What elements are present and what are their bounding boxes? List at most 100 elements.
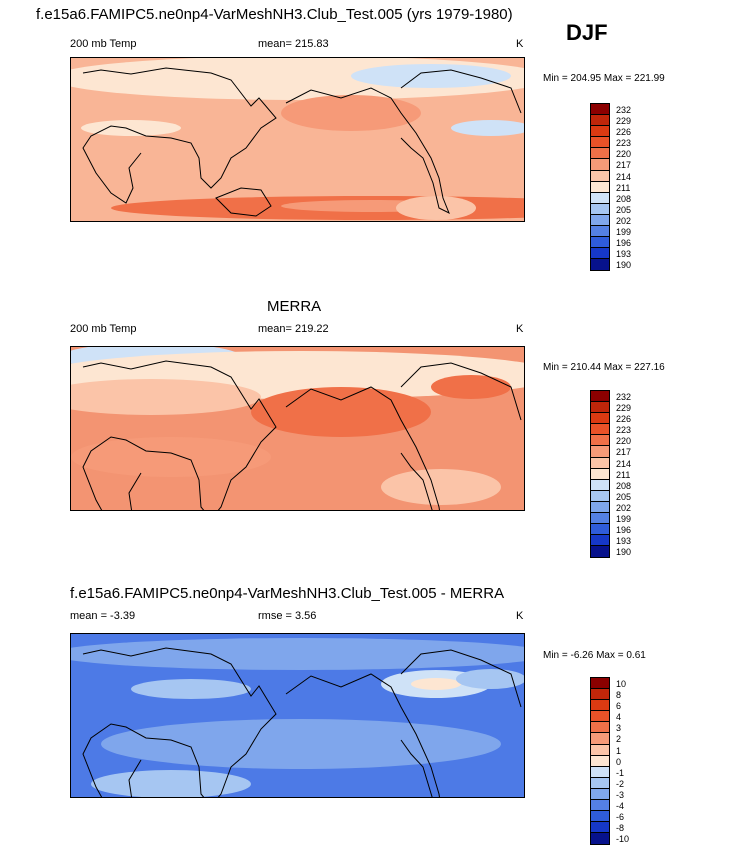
colorbar-tick-label: 229 — [616, 403, 632, 414]
colorbar-swatch — [591, 435, 609, 447]
colorbar-tick-label: -1 — [616, 767, 625, 778]
colorbar-tick-label: 190 — [616, 260, 632, 271]
panel-2-colorbar-ticks: 232 229 226 223 220 217 214 211 208 205 202 199 196 1… — [616, 392, 632, 559]
colorbar-tick-label: 217 — [616, 160, 632, 171]
colorbar-tick-label: 190 — [616, 547, 632, 558]
panel-3-minmax: Min = -6.26 Max = 0.61 — [543, 650, 646, 661]
panel-2-coastlines — [82, 360, 522, 510]
colorbar-tick-label: 2 — [616, 734, 622, 745]
colorbar-tick-label: 202 — [616, 215, 632, 226]
colorbar-tick-label: 220 — [616, 436, 632, 447]
colorbar-swatch — [591, 115, 609, 127]
colorbar-swatch — [591, 535, 609, 547]
colorbar-swatch — [591, 457, 609, 469]
colorbar-swatch — [591, 446, 609, 458]
colorbar-swatch — [591, 755, 609, 767]
panel-1-coastlines — [82, 67, 522, 217]
colorbar-swatch — [591, 137, 609, 149]
panel-3-coastlines — [82, 647, 522, 797]
colorbar-tick-label: 226 — [616, 127, 632, 138]
colorbar-tick-label: 226 — [616, 414, 632, 425]
panel-2-minmax: Min = 210.44 Max = 227.16 — [543, 362, 665, 373]
colorbar-swatch — [591, 766, 609, 778]
colorbar-tick-label: 199 — [616, 514, 632, 525]
page-title: f.e15a6.FAMIPC5.ne0np4-VarMeshNH3.Club_T… — [36, 6, 513, 23]
colorbar-swatch — [591, 744, 609, 756]
colorbar-tick-label: 220 — [616, 149, 632, 160]
colorbar-swatch — [591, 811, 609, 823]
colorbar-swatch — [591, 722, 609, 734]
colorbar-tick-label: 232 — [616, 392, 632, 402]
panel-2-units: K — [516, 323, 524, 335]
panel-1-colorbar — [590, 103, 610, 272]
colorbar-tick-label: 4 — [616, 712, 622, 723]
panel-2-title: MERRA — [267, 298, 322, 315]
colorbar-swatch — [591, 413, 609, 425]
colorbar-swatch — [591, 402, 609, 414]
panel-3-colorbar-ticks: 10 8 6 4 3 2 1 0 -1 -2 -3 -4 -6 -8 -10 — [616, 679, 630, 846]
colorbar-swatch — [591, 424, 609, 436]
colorbar-swatch — [591, 711, 609, 723]
colorbar-swatch — [591, 159, 609, 171]
colorbar-swatch — [591, 501, 609, 514]
colorbar-swatch — [591, 822, 609, 834]
colorbar-tick-label: -4 — [616, 801, 625, 812]
colorbar-tick-label: 8 — [616, 690, 622, 701]
colorbar-swatch — [591, 148, 609, 160]
colorbar-tick-label: 229 — [616, 116, 632, 127]
colorbar-tick-label: 223 — [616, 138, 632, 149]
colorbar-tick-label: 205 — [616, 204, 632, 215]
colorbar-tick-label: 214 — [616, 171, 632, 182]
colorbar-swatch — [591, 214, 609, 227]
colorbar-swatch — [591, 226, 609, 238]
colorbar-tick-label: 1 — [616, 745, 622, 756]
colorbar-swatch — [591, 490, 609, 502]
colorbar-swatch — [591, 259, 609, 271]
colorbar-swatch — [591, 181, 609, 193]
panel-3-map — [70, 633, 525, 798]
colorbar-tick-label: 193 — [616, 249, 632, 260]
colorbar-tick-label: 214 — [616, 458, 632, 469]
panel-3-mean: mean = -3.39 — [70, 610, 136, 622]
colorbar-swatch — [591, 192, 609, 204]
colorbar-tick-label: 232 — [616, 105, 632, 115]
colorbar-tick-label: -2 — [616, 778, 625, 789]
colorbar-swatch — [591, 203, 609, 215]
colorbar-swatch — [591, 689, 609, 701]
colorbar-swatch — [591, 733, 609, 745]
colorbar-swatch — [591, 678, 609, 690]
colorbar-tick-label: 196 — [616, 238, 632, 249]
colorbar-swatch — [591, 524, 609, 536]
panel-2-variable: 200 mb Temp — [70, 323, 137, 335]
panel-1-minmax: Min = 204.95 Max = 221.99 — [543, 73, 665, 84]
colorbar-swatch — [591, 170, 609, 182]
colorbar-swatch — [591, 248, 609, 260]
colorbar-tick-label: -8 — [616, 823, 625, 834]
colorbar-tick-label: 196 — [616, 525, 632, 536]
colorbar-tick-label: 211 — [616, 182, 631, 193]
colorbar-tick-label: 223 — [616, 425, 632, 436]
colorbar-swatch — [591, 104, 609, 116]
colorbar-tick-label: -6 — [616, 812, 625, 823]
colorbar-swatch — [591, 479, 609, 491]
panel-2-colorbar — [590, 390, 610, 559]
panel-1-variable: 200 mb Temp — [70, 38, 137, 50]
colorbar-swatch — [591, 833, 609, 845]
colorbar-swatch — [591, 777, 609, 789]
colorbar-swatch — [591, 468, 609, 480]
panel-2-stat: mean= 219.22 — [258, 323, 329, 335]
colorbar-tick-label: 202 — [616, 502, 632, 513]
panel-1-units: K — [516, 38, 524, 50]
colorbar-swatch — [591, 126, 609, 138]
panel-3-title: f.e15a6.FAMIPC5.ne0np4-VarMeshNH3.Club_T… — [70, 585, 505, 602]
season-label: DJF — [566, 20, 608, 45]
colorbar-tick-label: 211 — [616, 469, 631, 480]
colorbar-tick-label: -3 — [616, 789, 625, 800]
colorbar-tick-label: 208 — [616, 193, 632, 204]
colorbar-tick-label: 208 — [616, 480, 632, 491]
colorbar-tick-label: 10 — [616, 679, 627, 689]
colorbar-tick-label: 193 — [616, 536, 632, 547]
panel-3-units: K — [516, 610, 524, 622]
panel-1-map — [70, 57, 525, 222]
colorbar-tick-label: -10 — [616, 834, 630, 845]
